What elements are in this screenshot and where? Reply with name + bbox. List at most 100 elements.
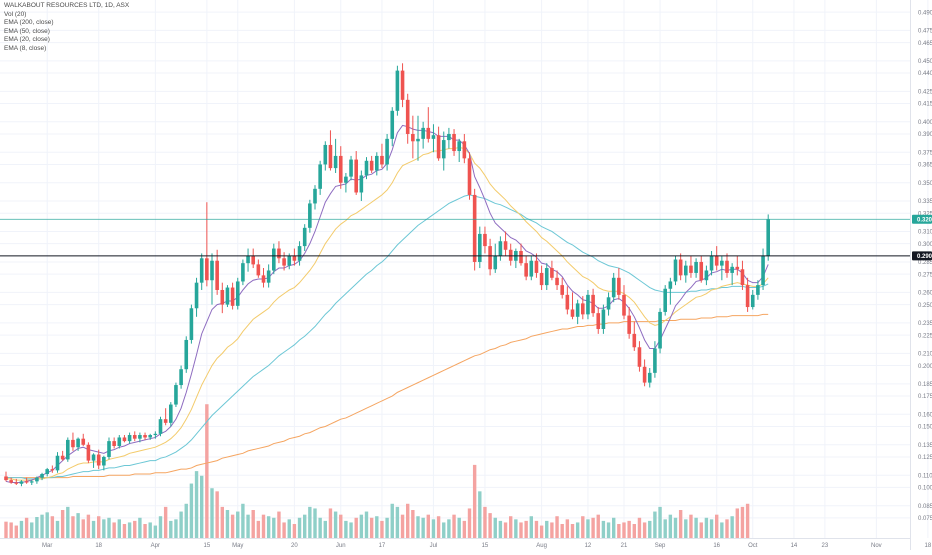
- candle-body: [241, 263, 245, 281]
- candle-body: [596, 313, 600, 329]
- volume-bar: [380, 521, 383, 538]
- candle-body: [308, 203, 312, 227]
- candle-body: [344, 177, 348, 183]
- legend-item-ema-8[interactable]: EMA (8, close): [4, 45, 129, 54]
- candle-body: [184, 340, 188, 369]
- candle-body: [658, 312, 662, 349]
- volume-bar: [555, 516, 558, 538]
- price-tick-label: 0.375: [918, 150, 932, 156]
- volume-bar: [576, 522, 579, 538]
- volume-bar: [684, 519, 687, 538]
- candle-body: [602, 309, 606, 329]
- price-tick-label: 0.225: [918, 333, 932, 339]
- legend: WALKABOUT RESOURCES LTD, 1D, ASX Vol (20…: [4, 2, 129, 54]
- candle-body: [92, 455, 96, 461]
- price-tick-label: 0.335: [918, 199, 932, 205]
- volume-bar: [694, 518, 697, 538]
- volume-bar: [329, 508, 332, 538]
- volume-bar: [664, 519, 667, 538]
- price-tick-label: 0.250: [918, 303, 932, 309]
- price-tick-label: 0.400: [918, 120, 932, 126]
- candle-body: [349, 160, 353, 177]
- candle-body: [251, 256, 255, 265]
- candle-body: [694, 262, 698, 273]
- candle-body: [287, 256, 291, 266]
- price-label-text: 0.320: [917, 217, 932, 223]
- volume-bar: [478, 491, 481, 538]
- candle-body: [231, 288, 235, 306]
- volume-bar: [504, 522, 507, 538]
- volume-bar: [658, 507, 661, 538]
- candle-body: [200, 258, 204, 282]
- volume-bar: [550, 522, 553, 538]
- volume-bar: [370, 518, 373, 538]
- candle-body: [107, 441, 111, 457]
- time-tick-label: Jun: [336, 543, 346, 549]
- candle-body: [499, 241, 503, 256]
- volume-bar: [293, 524, 296, 538]
- candle-body: [679, 260, 683, 276]
- volume-bar: [720, 522, 723, 538]
- chart-title[interactable]: WALKABOUT RESOURCES LTD, 1D, ASX: [4, 2, 129, 11]
- volume-bar: [138, 518, 141, 538]
- volume-bar: [190, 484, 193, 538]
- volume-bar: [566, 519, 569, 538]
- candle-body: [9, 480, 13, 482]
- volume-bar: [303, 515, 306, 538]
- candle-body: [674, 260, 678, 282]
- candle-body: [751, 295, 755, 307]
- legend-item-ema-50[interactable]: EMA (50, close): [4, 28, 129, 37]
- time-tick-label: Jul: [430, 543, 438, 549]
- volume-bar: [442, 522, 445, 538]
- volume-bar: [463, 521, 466, 538]
- volume-bar: [385, 518, 388, 538]
- candle-body: [246, 256, 250, 263]
- price-tick-label: 0.150: [918, 425, 932, 431]
- volume-bar: [638, 518, 641, 538]
- candle-body: [509, 250, 513, 261]
- volume-bar: [123, 524, 126, 538]
- volume-bar: [221, 507, 224, 538]
- volume-bar: [318, 518, 321, 538]
- candle-body: [406, 100, 410, 134]
- volume-bar: [648, 521, 651, 538]
- time-tick-label: 18: [95, 543, 102, 549]
- candle-body: [617, 278, 621, 295]
- volume-bar: [25, 518, 28, 538]
- volume-bar: [725, 519, 728, 538]
- volume-bar: [252, 510, 255, 538]
- volume-bar: [530, 516, 533, 538]
- volume-bar: [679, 510, 682, 538]
- candle-body: [756, 285, 760, 295]
- legend-item-ema-20[interactable]: EMA (20, close): [4, 36, 129, 45]
- volume-bar: [15, 526, 18, 538]
- price-tick-label: 0.110: [918, 473, 932, 479]
- time-tick-label: 14: [791, 543, 798, 549]
- volume-bar: [344, 521, 347, 538]
- volume-bar: [447, 519, 450, 538]
- volume-bar: [107, 518, 110, 538]
- volume-bar: [133, 521, 136, 538]
- time-tick-label: 15: [482, 543, 489, 549]
- candle-body: [411, 134, 415, 141]
- volume-bar: [411, 510, 414, 538]
- volume-bar: [736, 508, 739, 538]
- volume-bar: [71, 516, 74, 538]
- volume-bar: [4, 522, 7, 538]
- volume-bar: [473, 465, 476, 538]
- volume-bar: [282, 522, 285, 538]
- candle-body: [169, 405, 173, 423]
- volume-bar: [9, 522, 12, 538]
- volume-bar: [700, 522, 703, 538]
- legend-item-ema-200[interactable]: EMA (200, close): [4, 19, 129, 28]
- candle-body: [365, 161, 369, 176]
- legend-item-volume[interactable]: Vol (20): [4, 11, 129, 20]
- candle-body: [720, 261, 724, 266]
- candle-body: [741, 269, 745, 285]
- candle-body: [730, 267, 734, 273]
- volume-bar: [349, 522, 352, 538]
- volume-bar: [360, 515, 363, 538]
